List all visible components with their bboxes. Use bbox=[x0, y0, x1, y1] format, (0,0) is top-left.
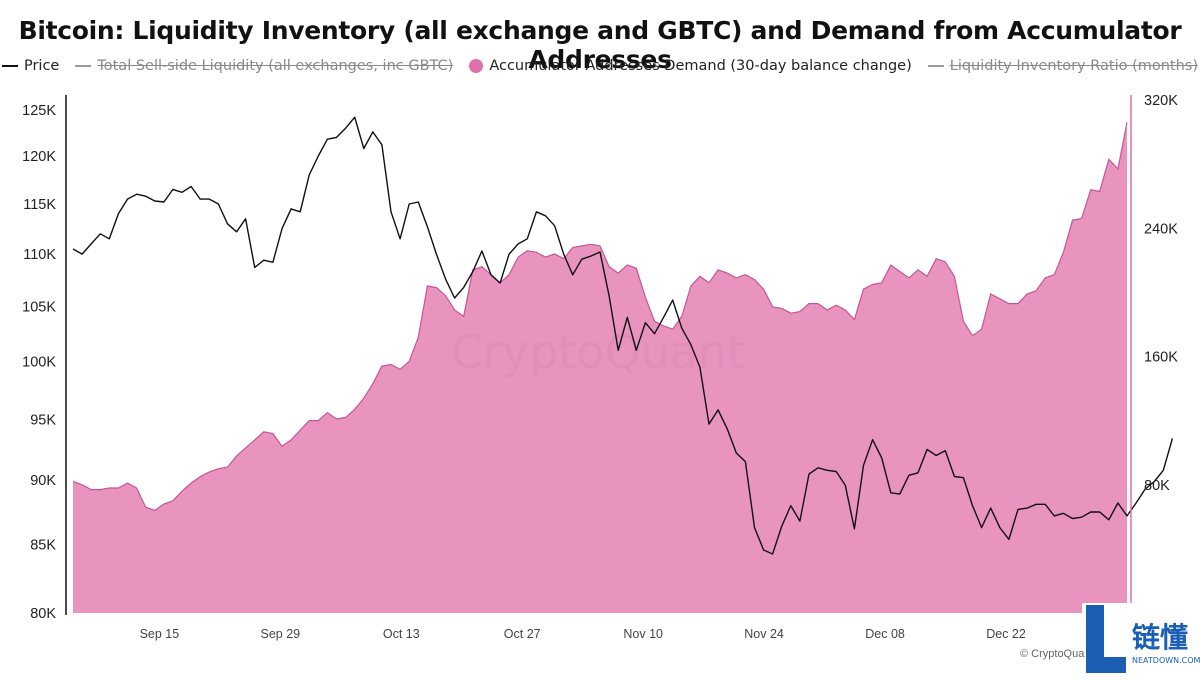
legend-label: Total Sell-side Liquidity (all exchanges… bbox=[97, 58, 454, 74]
y-left-tick-label: 105K bbox=[22, 300, 56, 316]
x-tick-label: Dec 08 bbox=[865, 627, 905, 641]
y-left-tick-label: 100K bbox=[22, 355, 56, 371]
legend-label: Price bbox=[23, 58, 60, 74]
x-tick-label: Dec 22 bbox=[986, 627, 1026, 641]
demand-area bbox=[73, 122, 1127, 614]
legend-dot-icon bbox=[469, 59, 484, 73]
legend-line-icon bbox=[1, 65, 18, 67]
y-left-tick-label: 110K bbox=[23, 247, 56, 263]
neatdown-logo-icon: 链懂 NEATDOWN.COM bbox=[1086, 605, 1200, 673]
demand-line bbox=[72, 122, 1128, 512]
y-left-tick-label: 125K bbox=[22, 103, 56, 119]
x-tick-label: Nov 24 bbox=[744, 627, 784, 641]
y-left-tick-label: 95K bbox=[30, 412, 56, 428]
y-left-tick-label: 85K bbox=[30, 538, 56, 554]
x-tick-label: Sep 15 bbox=[140, 627, 180, 641]
y-right-tick-label: 80K bbox=[1144, 478, 1170, 494]
y-left-tick-label: 120K bbox=[22, 149, 56, 165]
y-right-tick-label: 320K bbox=[1144, 93, 1178, 109]
y-right-tick-label: 160K bbox=[1144, 350, 1178, 366]
legend-item-0[interactable]: Price bbox=[1, 58, 60, 74]
legend: Price Total Sell-side Liquidity (all exch… bbox=[0, 58, 1200, 74]
legend-label: Accumulator Addresses Demand (30-day bal… bbox=[489, 58, 912, 74]
neatdown-logo: 链懂 NEATDOWN.COM bbox=[1082, 603, 1200, 675]
legend-line-icon bbox=[927, 65, 944, 67]
y-right-tick-label: 240K bbox=[1144, 221, 1178, 237]
legend-item-1[interactable]: Total Sell-side Liquidity (all exchanges… bbox=[75, 58, 453, 74]
svg-text:NEATDOWN.COM: NEATDOWN.COM bbox=[1132, 656, 1200, 665]
chart-title: Bitcoin: Liquidity Inventory (all exchan… bbox=[18, 16, 1182, 74]
x-tick-label: Nov 10 bbox=[623, 627, 663, 641]
price-line bbox=[72, 116, 1174, 555]
x-tick-label: Oct 13 bbox=[383, 627, 420, 641]
y-left-tick-label: 115K bbox=[23, 197, 56, 213]
legend-item-3[interactable]: Liquidity Inventory Ratio (months) bbox=[927, 58, 1199, 74]
copyright-notice: © CryptoQua bbox=[1020, 648, 1085, 660]
legend-line-icon bbox=[75, 65, 92, 67]
svg-text:链懂: 链懂 bbox=[1132, 621, 1188, 654]
x-tick-label: Sep 29 bbox=[260, 627, 300, 641]
legend-item-2[interactable]: Accumulator Addresses Demand (30-day bal… bbox=[469, 58, 912, 74]
x-tick-label: Oct 27 bbox=[504, 627, 541, 641]
y-left-tick-label: 90K bbox=[30, 473, 56, 489]
y-left-tick-label: 80K bbox=[30, 606, 56, 622]
legend-label: Liquidity Inventory Ratio (months) bbox=[949, 58, 1199, 74]
